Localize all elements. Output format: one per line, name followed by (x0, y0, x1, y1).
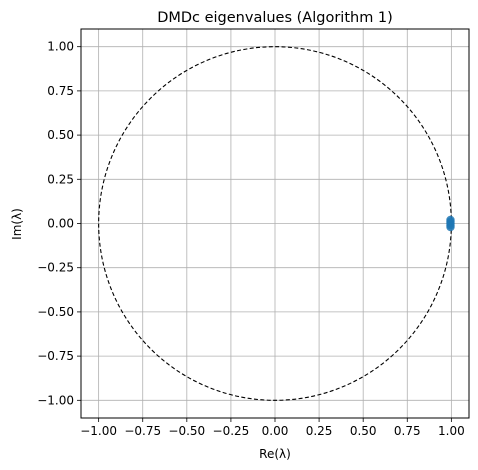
y-axis-label: Im(λ) (10, 208, 24, 240)
y-tick-label: 0.25 (47, 172, 74, 186)
y-tick-label: 0.00 (47, 217, 74, 231)
x-tick-label: 0.00 (262, 424, 289, 438)
chart-title: DMDc eigenvalues (Algorithm 1) (157, 10, 393, 26)
x-tick-label: −0.50 (168, 424, 205, 438)
x-axis-ticks: −1.00 −0.75 −0.50 −0.25 0.00 0.25 0.50 0.75 1.00 (80, 418, 465, 438)
y-tick-label: 0.75 (47, 84, 74, 98)
y-axis-ticks: −1.00 −0.75 −0.50 −0.25 0.00 0.25 0.50 0.75 1.00 (37, 40, 81, 407)
x-tick-label: 1.00 (438, 424, 465, 438)
y-tick-label: −0.75 (37, 349, 74, 363)
y-tick-label: 1.00 (47, 40, 74, 54)
x-tick-label: 0.25 (306, 424, 333, 438)
x-axis-label: Re(λ) (259, 447, 291, 461)
y-tick-label: −0.25 (37, 261, 74, 275)
y-tick-label: −0.50 (37, 305, 74, 319)
x-tick-label: 0.75 (394, 424, 421, 438)
data-point (446, 222, 455, 232)
x-tick-label: 0.50 (350, 424, 377, 438)
data-points (446, 215, 455, 232)
x-tick-label: −0.75 (124, 424, 161, 438)
x-tick-label: −1.00 (80, 424, 117, 438)
y-tick-label: −1.00 (37, 393, 74, 407)
x-tick-label: −0.25 (213, 424, 250, 438)
y-tick-label: 0.50 (47, 128, 74, 142)
